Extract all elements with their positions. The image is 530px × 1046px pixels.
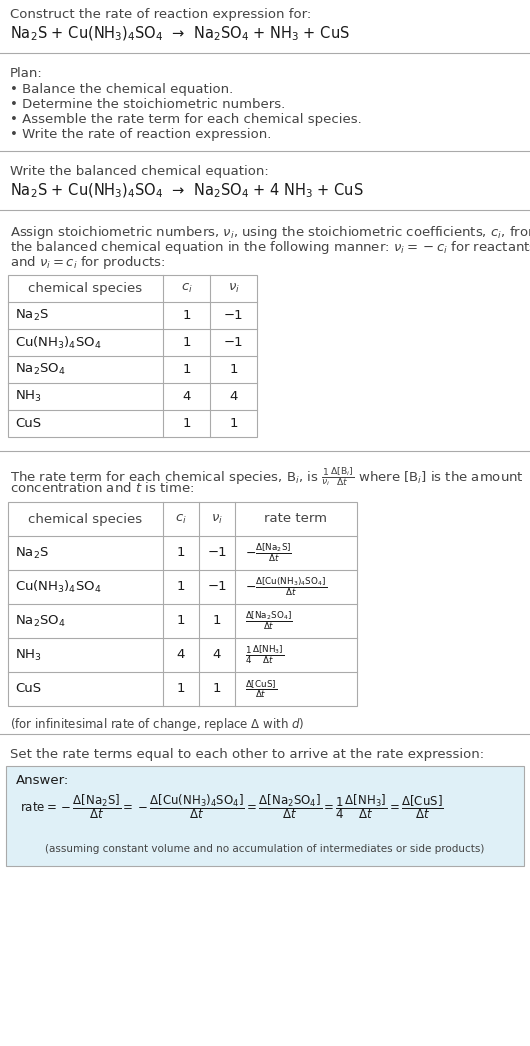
Text: The rate term for each chemical species, B$_i$, is $\frac{1}{\nu_i}\frac{\Delta[: The rate term for each chemical species,… bbox=[10, 465, 524, 488]
Text: 1: 1 bbox=[176, 682, 186, 696]
Text: $\frac{1}{4}\frac{\Delta[\mathrm{NH_3}]}{\Delta t}$: $\frac{1}{4}\frac{\Delta[\mathrm{NH_3}]}… bbox=[245, 643, 284, 666]
Text: Construct the rate of reaction expression for:: Construct the rate of reaction expressio… bbox=[10, 8, 311, 21]
Text: Cu(NH$_3$)$_4$SO$_4$: Cu(NH$_3$)$_4$SO$_4$ bbox=[15, 335, 101, 350]
Text: chemical species: chemical species bbox=[29, 513, 143, 525]
Text: 1: 1 bbox=[176, 614, 186, 628]
Text: 1: 1 bbox=[213, 614, 221, 628]
Text: (assuming constant volume and no accumulation of intermediates or side products): (assuming constant volume and no accumul… bbox=[45, 844, 485, 854]
Text: 1: 1 bbox=[176, 546, 186, 560]
Text: • Assemble the rate term for each chemical species.: • Assemble the rate term for each chemic… bbox=[10, 113, 362, 126]
Text: $c_i$: $c_i$ bbox=[181, 282, 192, 295]
Text: Set the rate terms equal to each other to arrive at the rate expression:: Set the rate terms equal to each other t… bbox=[10, 748, 484, 761]
Text: $\frac{\Delta[\mathrm{CuS}]}{\Delta t}$: $\frac{\Delta[\mathrm{CuS}]}{\Delta t}$ bbox=[245, 678, 277, 700]
Text: $-\frac{\Delta[\mathrm{Na_2S}]}{\Delta t}$: $-\frac{\Delta[\mathrm{Na_2S}]}{\Delta t… bbox=[245, 542, 292, 565]
Text: concentration and $t$ is time:: concentration and $t$ is time: bbox=[10, 481, 194, 495]
Text: −1: −1 bbox=[224, 309, 243, 322]
Text: Answer:: Answer: bbox=[16, 774, 69, 787]
Text: NH$_3$: NH$_3$ bbox=[15, 389, 42, 404]
Text: CuS: CuS bbox=[15, 417, 41, 430]
Text: NH$_3$: NH$_3$ bbox=[15, 647, 42, 662]
Bar bbox=[8, 275, 257, 437]
Text: $c_i$: $c_i$ bbox=[175, 513, 187, 525]
Text: 1: 1 bbox=[182, 417, 191, 430]
Text: (for infinitesimal rate of change, replace Δ with $d$): (for infinitesimal rate of change, repla… bbox=[10, 717, 304, 733]
Text: Na$_2$SO$_4$: Na$_2$SO$_4$ bbox=[15, 362, 66, 377]
Bar bbox=[8, 502, 357, 706]
Text: 1: 1 bbox=[182, 309, 191, 322]
Text: Na$_2$SO$_4$: Na$_2$SO$_4$ bbox=[15, 613, 66, 629]
Text: Assign stoichiometric numbers, $\nu_i$, using the stoichiometric coefficients, $: Assign stoichiometric numbers, $\nu_i$, … bbox=[10, 224, 530, 241]
Text: $\mathrm{rate} = -\dfrac{\Delta[\mathrm{Na_2S}]}{\Delta t} = -\dfrac{\Delta[\mat: $\mathrm{rate} = -\dfrac{\Delta[\mathrm{… bbox=[20, 792, 444, 821]
Text: $\nu_i$: $\nu_i$ bbox=[211, 513, 223, 525]
Bar bbox=[6, 766, 524, 866]
Text: the balanced chemical equation in the following manner: $\nu_i = -c_i$ for react: the balanced chemical equation in the fo… bbox=[10, 238, 530, 256]
Text: Na$_2$S: Na$_2$S bbox=[15, 308, 49, 323]
Text: 1: 1 bbox=[182, 363, 191, 376]
Text: Write the balanced chemical equation:: Write the balanced chemical equation: bbox=[10, 165, 269, 178]
Text: −1: −1 bbox=[224, 336, 243, 349]
Text: $-\frac{\Delta[\mathrm{Cu(NH_3)_4SO_4}]}{\Delta t}$: $-\frac{\Delta[\mathrm{Cu(NH_3)_4SO_4}]}… bbox=[245, 575, 327, 598]
Text: 1: 1 bbox=[229, 417, 238, 430]
Text: 4: 4 bbox=[182, 390, 191, 403]
Text: 1: 1 bbox=[213, 682, 221, 696]
Text: • Balance the chemical equation.: • Balance the chemical equation. bbox=[10, 83, 233, 96]
Text: rate term: rate term bbox=[264, 513, 328, 525]
Text: and $\nu_i = c_i$ for products:: and $\nu_i = c_i$ for products: bbox=[10, 254, 165, 271]
Text: −1: −1 bbox=[207, 546, 227, 560]
Text: −1: −1 bbox=[207, 581, 227, 593]
Text: • Determine the stoichiometric numbers.: • Determine the stoichiometric numbers. bbox=[10, 98, 285, 111]
Text: Cu(NH$_3$)$_4$SO$_4$: Cu(NH$_3$)$_4$SO$_4$ bbox=[15, 578, 101, 595]
Text: chemical species: chemical species bbox=[29, 282, 143, 295]
Text: 1: 1 bbox=[229, 363, 238, 376]
Text: 1: 1 bbox=[176, 581, 186, 593]
Text: 1: 1 bbox=[182, 336, 191, 349]
Text: Na$_2$S: Na$_2$S bbox=[15, 545, 49, 561]
Text: Plan:: Plan: bbox=[10, 67, 43, 79]
Text: $\nu_i$: $\nu_i$ bbox=[227, 282, 240, 295]
Text: 4: 4 bbox=[177, 649, 185, 661]
Text: $\frac{\Delta[\mathrm{Na_2SO_4}]}{\Delta t}$: $\frac{\Delta[\mathrm{Na_2SO_4}]}{\Delta… bbox=[245, 610, 293, 633]
Text: CuS: CuS bbox=[15, 682, 41, 696]
Text: 4: 4 bbox=[229, 390, 237, 403]
Text: 4: 4 bbox=[213, 649, 221, 661]
Text: Na$_2$S + Cu(NH$_3$)$_4$SO$_4$  →  Na$_2$SO$_4$ + 4 NH$_3$ + CuS: Na$_2$S + Cu(NH$_3$)$_4$SO$_4$ → Na$_2$S… bbox=[10, 182, 364, 201]
Text: • Write the rate of reaction expression.: • Write the rate of reaction expression. bbox=[10, 128, 271, 141]
Text: Na$_2$S + Cu(NH$_3$)$_4$SO$_4$  →  Na$_2$SO$_4$ + NH$_3$ + CuS: Na$_2$S + Cu(NH$_3$)$_4$SO$_4$ → Na$_2$S… bbox=[10, 25, 350, 43]
